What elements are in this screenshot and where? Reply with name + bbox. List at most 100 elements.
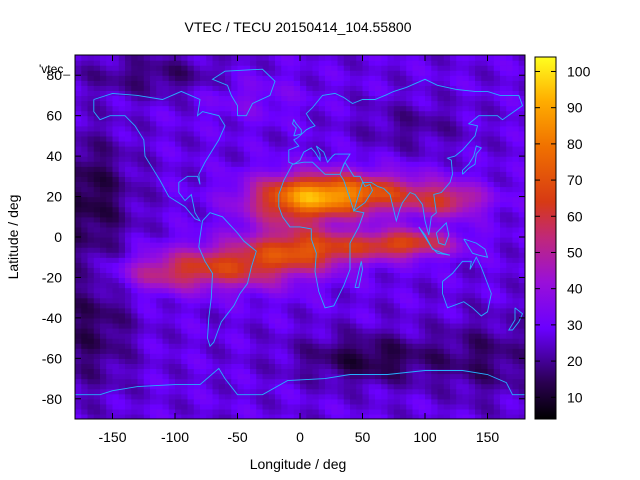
heatmap-cell (112, 378, 120, 385)
heatmap-cell (131, 247, 139, 253)
heatmap-cell (125, 151, 132, 157)
heatmap-cell (356, 125, 364, 132)
heatmap-cell (243, 247, 251, 253)
heatmap-cell (293, 130, 301, 137)
heatmap-cell (137, 221, 145, 228)
heatmap-cell (512, 297, 520, 304)
heatmap-cell (475, 90, 482, 97)
heatmap-cell (112, 151, 120, 157)
heatmap-cell (387, 302, 395, 309)
heatmap-cell (150, 363, 157, 370)
heatmap-cell (168, 348, 176, 354)
heatmap-cell (368, 307, 376, 314)
heatmap-cell (306, 206, 314, 213)
heatmap-cell (175, 85, 182, 91)
heatmap-cell (387, 95, 395, 102)
heatmap-cell (287, 186, 295, 193)
heatmap-cell (275, 166, 282, 172)
heatmap-cell (168, 398, 176, 405)
heatmap-cell (87, 252, 95, 258)
heatmap-cell (393, 307, 401, 314)
heatmap-cell (156, 393, 164, 400)
heatmap-cell (375, 353, 382, 359)
heatmap-cell (368, 226, 376, 233)
heatmap-cell (125, 413, 132, 419)
heatmap-cell (493, 398, 501, 405)
heatmap-cell (493, 70, 501, 76)
heatmap-cell (343, 105, 351, 112)
heatmap-cell (256, 105, 264, 112)
heatmap-cell (193, 413, 201, 419)
heatmap-cell (487, 408, 495, 415)
heatmap-cell (131, 328, 139, 334)
heatmap-cell (393, 216, 401, 223)
heatmap-cell (331, 135, 339, 142)
heatmap-cell (300, 181, 307, 188)
heatmap-cell (268, 348, 276, 354)
heatmap-cell (350, 186, 357, 193)
heatmap-cell (143, 201, 151, 208)
heatmap-cell (456, 272, 464, 279)
heatmap-cell (293, 237, 301, 243)
heatmap-cell (412, 130, 420, 137)
heatmap-cell (75, 353, 82, 359)
heatmap-cell (406, 90, 414, 97)
heatmap-cell (281, 403, 289, 410)
heatmap-cell (431, 353, 439, 359)
heatmap-cell (350, 125, 357, 132)
heatmap-cell (450, 231, 457, 238)
heatmap-cell (325, 125, 332, 132)
heatmap-cell (237, 317, 245, 324)
heatmap-cell (431, 388, 439, 395)
heatmap-cell (200, 247, 207, 253)
heatmap-cell (500, 120, 507, 127)
heatmap-cell (100, 333, 107, 339)
heatmap-cell (81, 90, 89, 97)
heatmap-cell (368, 408, 376, 415)
heatmap-cell (150, 307, 157, 314)
heatmap-cell (125, 231, 132, 238)
heatmap-cell (156, 201, 164, 208)
heatmap-cell (512, 247, 520, 253)
heatmap-cell (431, 393, 439, 400)
heatmap-cell (193, 80, 201, 86)
heatmap-cell (312, 171, 320, 177)
heatmap-cell (412, 272, 420, 279)
heatmap-cell (318, 110, 326, 117)
heatmap-cell (368, 317, 376, 324)
heatmap-cell (431, 413, 439, 419)
heatmap-cell (456, 378, 464, 385)
heatmap-cell (481, 206, 489, 213)
heatmap-cell (350, 343, 357, 349)
heatmap-cell (487, 100, 495, 107)
heatmap-cell (506, 358, 514, 364)
heatmap-cell (237, 393, 245, 400)
heatmap-cell (206, 191, 214, 198)
heatmap-cell (412, 151, 420, 157)
heatmap-cell (100, 307, 107, 314)
heatmap-cell (93, 297, 101, 304)
heatmap-cell (450, 191, 457, 198)
heatmap-cell (268, 181, 276, 188)
heatmap-cell (156, 146, 164, 152)
heatmap-cell (268, 70, 276, 76)
heatmap-cell (487, 403, 495, 410)
heatmap-cell (350, 231, 357, 238)
heatmap-cell (418, 383, 426, 390)
heatmap-cell (506, 171, 514, 177)
heatmap-cell (387, 85, 395, 91)
heatmap-cell (275, 216, 282, 223)
heatmap-cell (243, 146, 251, 152)
heatmap-cell (350, 151, 357, 157)
heatmap-cell (350, 221, 357, 228)
heatmap-cell (262, 110, 270, 117)
heatmap-cell (231, 140, 239, 147)
heatmap-cell (418, 186, 426, 193)
heatmap-cell (268, 267, 276, 273)
heatmap-cell (400, 368, 407, 375)
heatmap-cell (225, 338, 232, 344)
heatmap-cell (450, 317, 457, 324)
heatmap-cell (150, 206, 157, 213)
heatmap-cell (218, 161, 226, 167)
heatmap-cell (500, 75, 507, 81)
